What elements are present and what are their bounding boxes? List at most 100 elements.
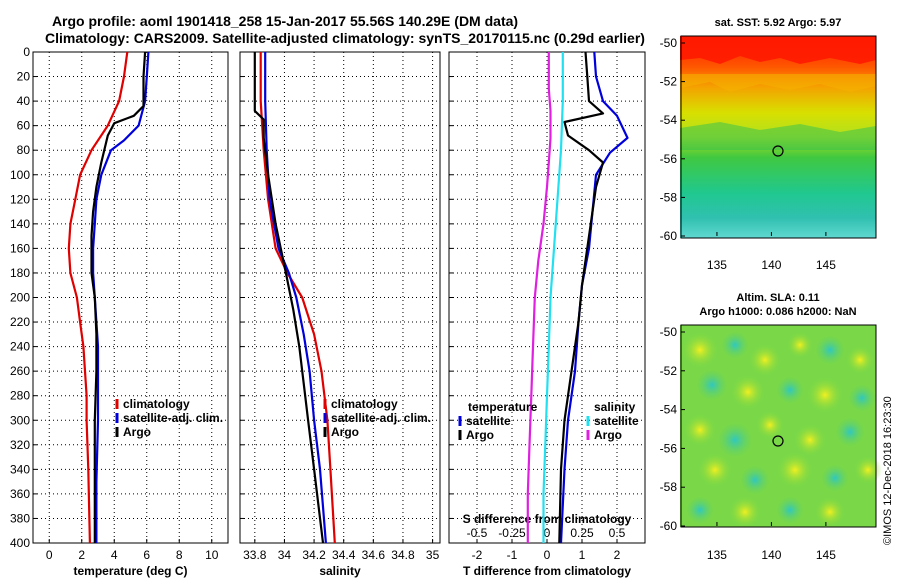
legend-label: climatology xyxy=(331,397,398,411)
sla-blob xyxy=(815,335,845,365)
salinity-series-climatology xyxy=(259,52,336,544)
s-diff-tick-label: 0.25 xyxy=(570,526,594,540)
map-lat-label: -58 xyxy=(660,190,678,204)
difference-panel: -2 -1 0 1 2 -0.5 -0.25 0 0.25 0.5S difference fro… xyxy=(448,51,646,578)
credit-text: ©IMOS 12-Dec-2018 16:23:30 xyxy=(882,396,894,545)
map-lat-label: -50 xyxy=(660,36,678,50)
difference-axes-frame xyxy=(448,51,646,544)
sla-blob xyxy=(807,377,843,413)
pressure-tick-label: 140 xyxy=(10,217,30,231)
map-lon-label: 145 xyxy=(816,258,836,272)
sla-argo-marker xyxy=(772,435,784,447)
legend-salinity-title: salinity xyxy=(594,400,636,414)
map-lat-label: -60 xyxy=(660,519,678,533)
sst-argo-marker xyxy=(772,145,784,157)
pressure-tick-label: 260 xyxy=(10,364,30,378)
difference-series-salinity-argo xyxy=(526,52,552,543)
map-lat-label: -50 xyxy=(660,325,678,339)
title-line-2: Climatology: CARS2009. Satellite-adjuste… xyxy=(45,30,645,46)
difference-xtick-label: 1 xyxy=(579,548,586,562)
sla-blob xyxy=(721,331,749,359)
map-lat-label: -56 xyxy=(660,152,678,166)
pressure-tick-label: 0 xyxy=(23,45,30,59)
pressure-tick-label: 220 xyxy=(10,315,30,329)
sla-map-title-1: Altim. SLA: 0.11 xyxy=(736,292,819,304)
pressure-tick-label: 60 xyxy=(17,119,31,133)
salinity-xtick-label: 34 xyxy=(278,548,292,562)
temperature-xtick-label: 2 xyxy=(78,548,85,562)
temperature-series-argo xyxy=(90,51,147,543)
map-lon-label: 140 xyxy=(761,258,781,272)
salinity-panel: 33.8 34 34.2 34.4 34.6 34.8 35 salinity climatol… xyxy=(239,51,441,578)
map-lon-label: 135 xyxy=(707,548,727,562)
legend-label: climatology xyxy=(123,397,190,411)
difference-xtick-label: 0 xyxy=(544,548,551,562)
pressure-tick-label: 380 xyxy=(10,511,30,525)
sla-blob xyxy=(740,465,770,495)
legend-label: Argo xyxy=(123,425,151,439)
temperature-axes-frame xyxy=(32,51,229,544)
sla-blob xyxy=(776,496,804,524)
s-diff-tick-label: -0.25 xyxy=(498,526,526,540)
legend-temperature-title: temperature xyxy=(468,400,538,414)
sst-map xyxy=(680,35,877,239)
sla-blob xyxy=(684,414,716,446)
sla-blob xyxy=(846,346,874,374)
difference-xtick-label: 2 xyxy=(614,548,621,562)
map-lon-label: 145 xyxy=(816,548,836,562)
sst-green-band xyxy=(680,122,876,150)
sla-blob xyxy=(794,424,826,456)
legend-label: satellite-adj. clim. xyxy=(123,411,223,425)
legend-label: satellite xyxy=(594,414,639,428)
sla-blob xyxy=(854,456,882,484)
salinity-xtick-label: 34.6 xyxy=(362,548,386,562)
legend-label: satellite xyxy=(466,414,511,428)
sla-blob xyxy=(698,453,732,487)
temperature-series-climatology xyxy=(67,51,129,544)
difference-series-temperature-argo xyxy=(558,51,605,544)
difference-xtick-label: -2 xyxy=(472,548,483,562)
sst-map-frame xyxy=(680,35,877,239)
s-diff-tick-label: 0 xyxy=(544,526,551,540)
pressure-tick-label: 280 xyxy=(10,389,30,403)
sla-map xyxy=(680,324,882,528)
map-lat-label: -52 xyxy=(660,75,678,89)
salinity-xtick-label: 34.2 xyxy=(302,548,326,562)
pressure-tick-label: 160 xyxy=(10,241,30,255)
pressure-tick-label: 400 xyxy=(10,536,30,550)
salinity-xtick-label: 34.4 xyxy=(332,548,356,562)
s-diff-tick-label: 0.5 xyxy=(609,526,626,540)
difference-xlabel: T difference from climatology xyxy=(463,564,631,578)
map-lat-label: -60 xyxy=(660,229,678,243)
map-lon-label: 135 xyxy=(707,258,727,272)
temperature-xtick-label: 6 xyxy=(143,548,150,562)
pressure-tick-label: 340 xyxy=(10,462,30,476)
pressure-tick-label: 200 xyxy=(10,291,30,305)
sla-blob xyxy=(717,422,753,458)
pressure-tick-label: 360 xyxy=(10,487,30,501)
temperature-series-satellite-adj-clim- xyxy=(92,51,150,543)
s-diff-tick-label: -0.5 xyxy=(467,526,488,540)
temperature-xtick-label: 4 xyxy=(111,548,118,562)
sla-map-title-2: Argo h1000: 0.086 h2000: NaN xyxy=(699,306,856,318)
legend-label: Argo xyxy=(466,428,494,442)
difference-xtick-label: -1 xyxy=(507,548,518,562)
sla-anomaly-blobs xyxy=(682,331,882,528)
temperature-xtick-label: 0 xyxy=(46,548,53,562)
sla-blob xyxy=(756,411,784,439)
map-lat-label: -52 xyxy=(660,364,678,378)
sla-blob xyxy=(776,376,804,404)
sla-blob xyxy=(815,497,845,527)
legend-label: Argo xyxy=(594,428,622,442)
sst-map-title: sat. SST: 5.92 Argo: 5.97 xyxy=(715,17,842,29)
title-line-1: Argo profile: aoml 1901418_258 15-Jan-20… xyxy=(52,13,518,29)
sla-blob xyxy=(731,375,765,409)
legend-label: Argo xyxy=(331,425,359,439)
sst-warm-band xyxy=(680,36,876,64)
s-diff-axis-label: S difference from climatology xyxy=(463,512,632,526)
map-lon-label: 140 xyxy=(761,548,781,562)
temperature-xtick-label: 10 xyxy=(205,548,219,562)
difference-series-salinity-satellite xyxy=(542,52,564,543)
map-lat-label: -56 xyxy=(660,441,678,455)
